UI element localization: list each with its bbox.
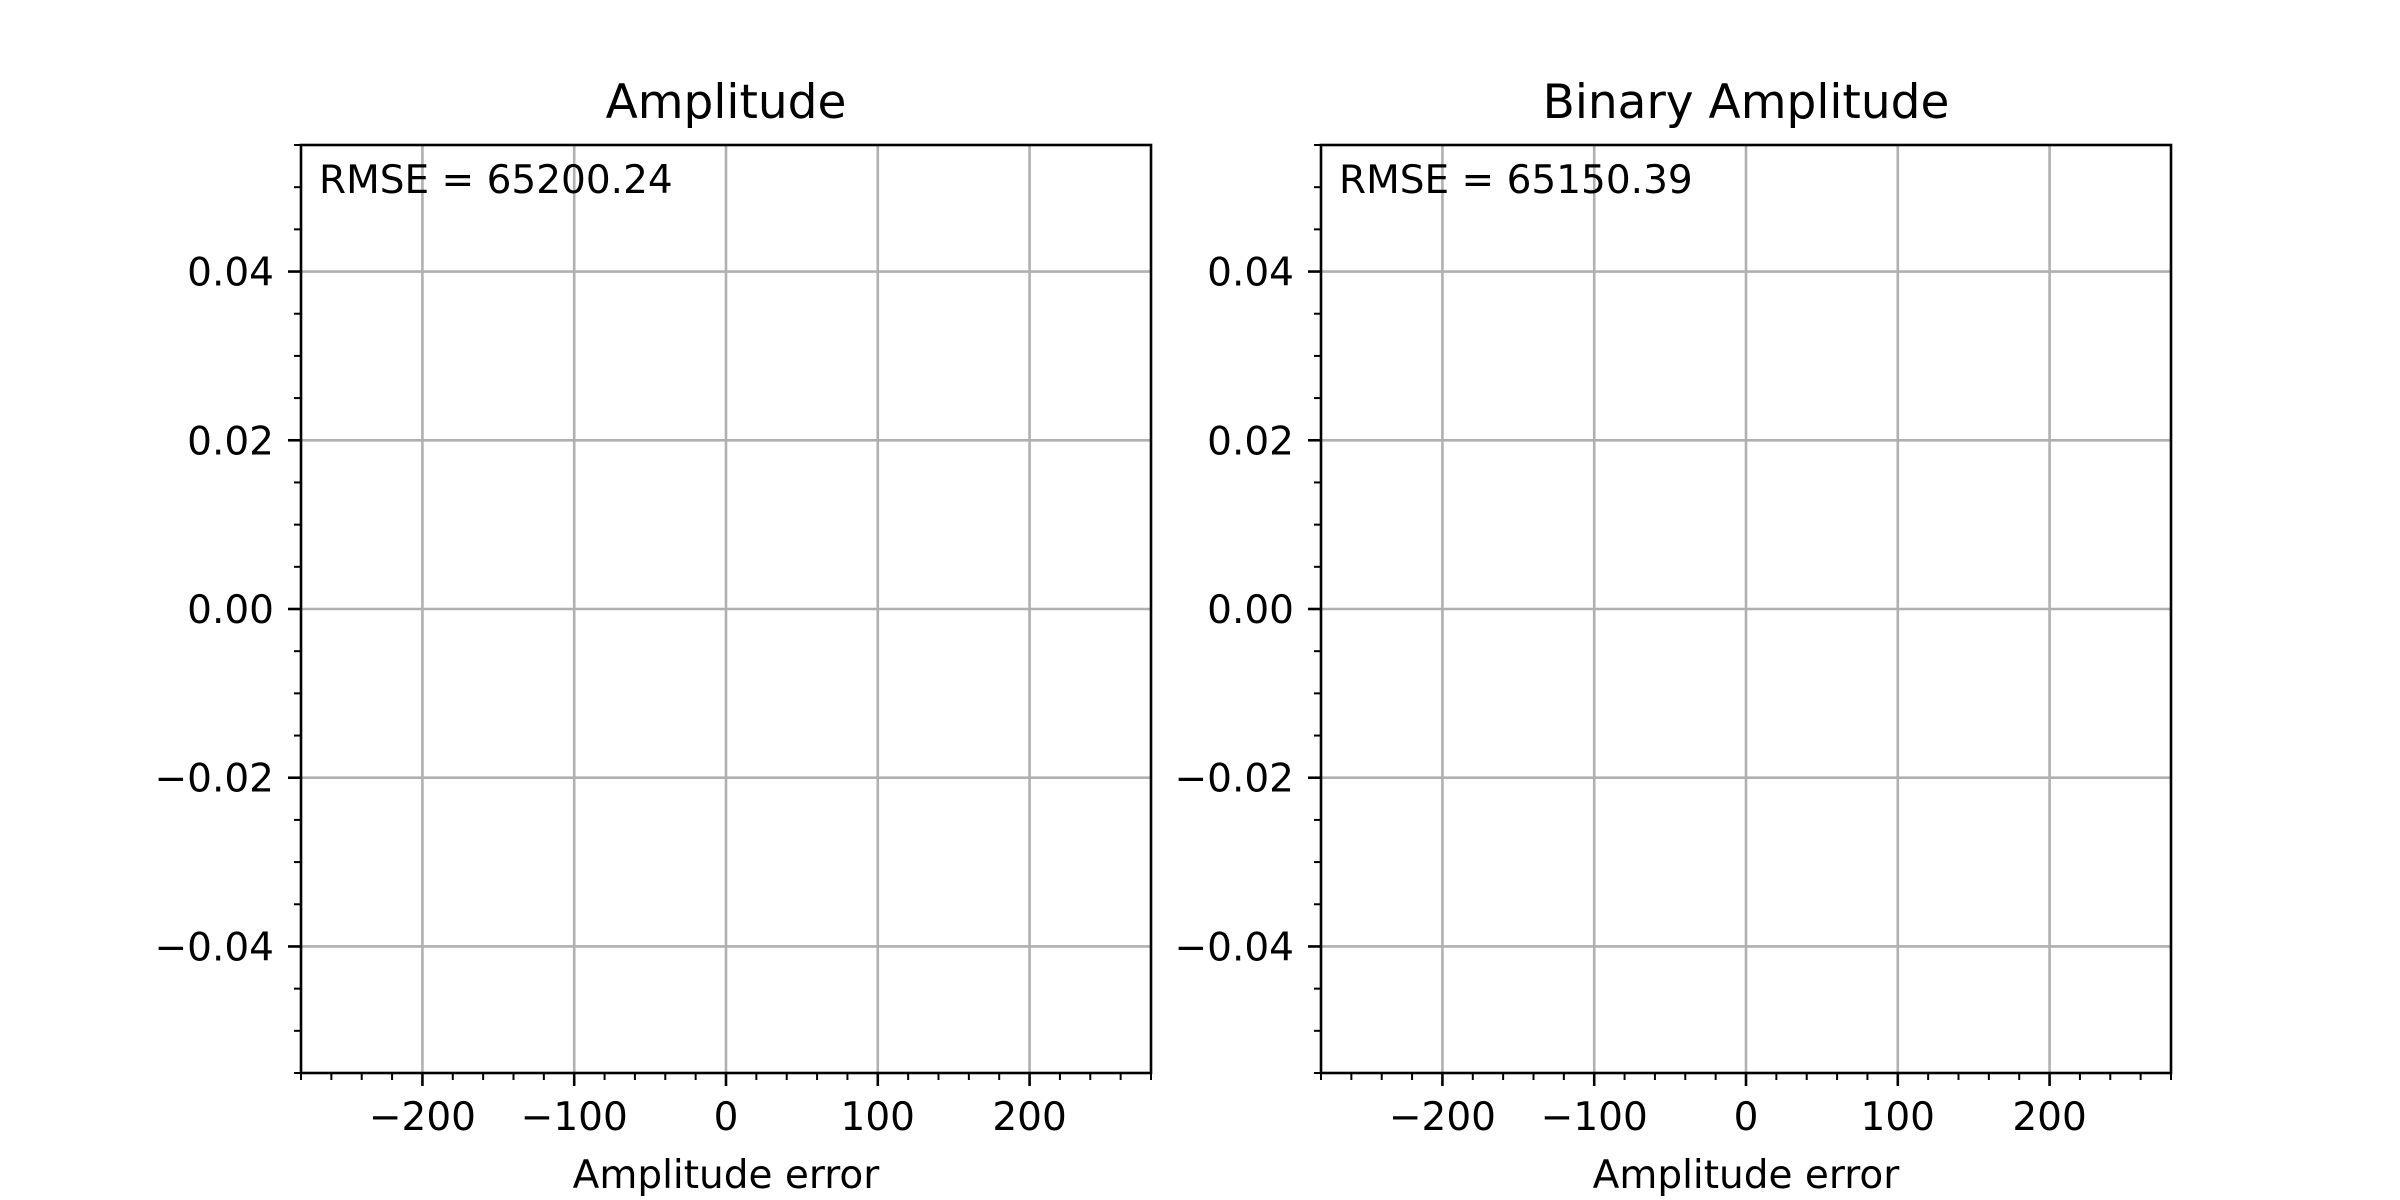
x-axis-label: Amplitude error <box>1593 1153 1901 1198</box>
y-tick-label: 0.02 <box>187 419 274 464</box>
chart-title: Binary Amplitude <box>1543 75 1950 130</box>
rmse-annotation: RMSE = 65150.39 <box>1339 158 1693 203</box>
x-tick-label: 200 <box>992 1095 1066 1140</box>
x-tick-label: −100 <box>1541 1095 1648 1140</box>
rmse-annotation: RMSE = 65200.24 <box>319 158 673 203</box>
x-tick-label: −100 <box>521 1095 628 1140</box>
y-tick-label: 0.04 <box>1207 251 1294 296</box>
chart-title: Amplitude <box>606 75 847 130</box>
x-tick-label: 100 <box>1861 1095 1935 1140</box>
x-tick-label: −200 <box>1389 1095 1496 1140</box>
y-tick-label: 0.04 <box>187 251 274 296</box>
chart-panel-1: −200 −100 0 100 200 0.04 0.02 0.00 −0.02 −0.04 Amp… <box>154 75 1153 1198</box>
plot-frame <box>299 143 1153 1075</box>
x-tick-label: 0 <box>714 1095 739 1140</box>
chart-panel-2: −200 −100 0 100 200 0.04 0.02 0.00 −0.02 −0.04 Bin… <box>1174 75 2173 1198</box>
y-tick-label: 0.02 <box>1207 419 1294 464</box>
y-tick-label: 0.00 <box>187 588 274 633</box>
x-axis-label: Amplitude error <box>573 1153 881 1198</box>
y-tick-label: −0.04 <box>1174 925 1294 970</box>
x-tick-label: −200 <box>369 1095 476 1140</box>
y-tick-label: −0.02 <box>1174 757 1294 802</box>
x-tick-label: 200 <box>2012 1095 2086 1140</box>
y-tick-label: −0.02 <box>154 757 274 802</box>
x-tick-label: 0 <box>1734 1095 1759 1140</box>
y-tick-label: −0.04 <box>154 925 274 970</box>
plot-frame <box>1319 143 2173 1075</box>
y-tick-label: 0.00 <box>1207 588 1294 633</box>
x-tick-label: 100 <box>841 1095 915 1140</box>
